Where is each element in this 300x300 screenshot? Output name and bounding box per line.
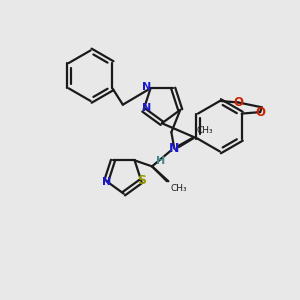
Text: N: N — [142, 103, 152, 113]
Text: S: S — [137, 175, 146, 188]
Text: H: H — [156, 156, 166, 166]
Text: CH₃: CH₃ — [196, 126, 213, 135]
Text: O: O — [233, 96, 243, 109]
Text: N: N — [169, 142, 179, 155]
Text: O: O — [255, 106, 265, 118]
Text: CH₃: CH₃ — [171, 184, 188, 193]
Text: N: N — [142, 82, 152, 92]
Text: N: N — [102, 178, 111, 188]
